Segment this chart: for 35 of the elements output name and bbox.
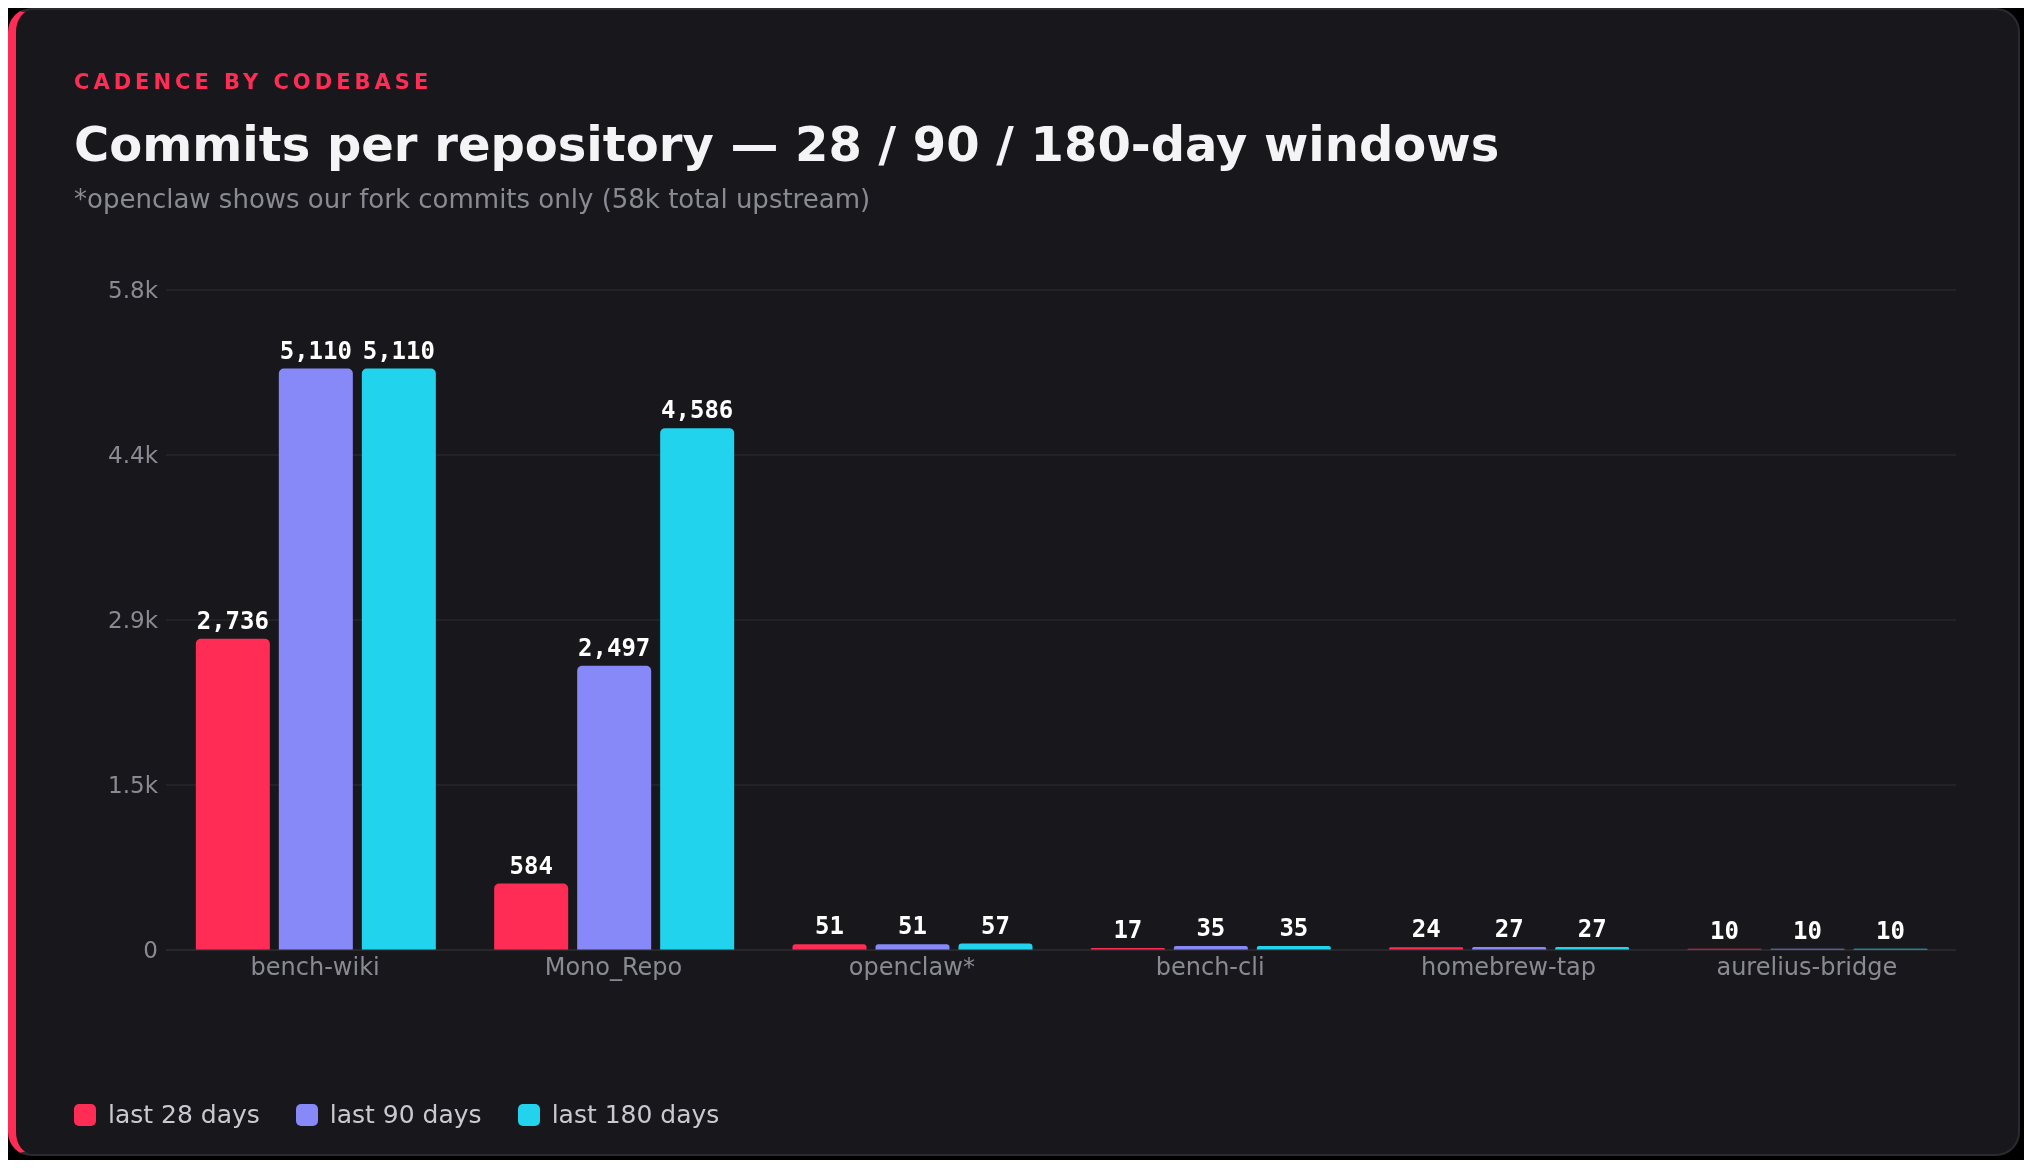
data-label: 35 (1196, 914, 1226, 943)
data-label: 27 (1577, 914, 1607, 943)
data-label: 5,110 (279, 336, 352, 365)
x-tick-label: Mono_Repo (544, 953, 683, 982)
legend-label: last 28 days (107, 1100, 260, 1129)
x-tick-label: homebrew-tap (1420, 953, 1597, 982)
data-label: 10 (1876, 916, 1905, 945)
data-label: 24 (1411, 915, 1441, 944)
data-label: 2,736 (196, 606, 269, 635)
chart-subtitle: *openclaw shows our fork commits only (58k total upstream) (74, 184, 872, 214)
data-label: 4,586 (661, 396, 734, 425)
data-label: 10 (1793, 916, 1822, 945)
data-label: 57 (981, 911, 1010, 940)
data-label: 584 (509, 851, 553, 880)
y-tick-label: 1.5k (108, 772, 159, 799)
y-tick-label: 2.9k (108, 607, 159, 634)
data-label: 51 (815, 912, 844, 941)
x-tick-label: openclaw* (848, 953, 975, 982)
data-label: 17 (1113, 916, 1143, 945)
y-tick-label: 4.4k (108, 442, 159, 469)
x-tick-label: bench-wiki (250, 953, 380, 982)
x-tick-label: bench-cli (1155, 953, 1265, 982)
data-label: 35 (1279, 914, 1309, 943)
data-label: 2,497 (578, 633, 651, 662)
data-label: 27 (1494, 914, 1524, 943)
data-label: 10 (1710, 916, 1739, 945)
text: CADENCE BY CODEBASE (74, 70, 434, 94)
y-tick-label: 0 (143, 937, 158, 964)
y-tick-label: 5.8k (108, 277, 159, 304)
chart-title: Commits per repository — 28 / 90 / 180-day windows (74, 116, 1500, 172)
x-tick-label: aurelius-bridge (1716, 953, 1898, 982)
legend-label: last 180 days (550, 1100, 720, 1129)
data-label: 51 (898, 912, 927, 941)
legend-label: last 90 days (328, 1100, 482, 1129)
data-label: 5,110 (362, 336, 435, 365)
